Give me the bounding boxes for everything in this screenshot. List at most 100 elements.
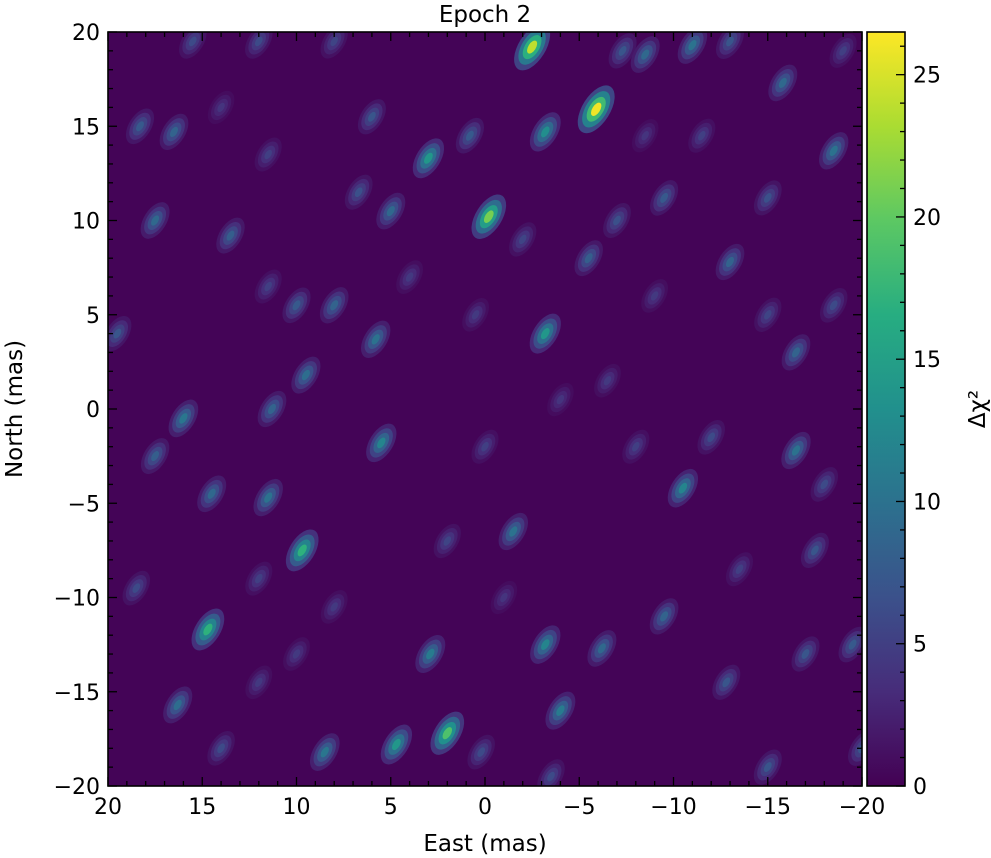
heatmap-peak [140,438,170,475]
heatmap-peak [168,399,199,438]
heatmap-peak-level [858,743,862,754]
x-tick-label: 5 [384,795,398,820]
heatmap-peak [319,287,349,324]
heatmap-peak [622,429,650,464]
x-tick-label: −20 [839,795,885,820]
x-tick-label: 0 [478,795,492,820]
heatmap-peak [753,180,782,216]
heatmap-peak [753,749,782,785]
heatmap-peak-level [330,36,338,47]
heatmap-peak [396,260,424,294]
heatmap-peak [677,32,708,64]
heatmap-peak [829,33,857,68]
heatmap-peak-level [509,526,518,537]
heatmap-peak-level [424,152,433,164]
heatmap-peak [630,36,660,73]
heatmap-peak-level [226,230,235,241]
heatmap-peak-level [591,102,602,116]
heatmap-peak [159,113,189,151]
heatmap-peak [791,636,820,672]
heatmap-peak-level [764,310,772,320]
heatmap-peak [603,202,631,239]
y-axis-label: North (mas) [2,340,28,478]
heatmap-peak-level [136,121,144,132]
heatmap-peak [471,194,507,239]
heatmap-peak-level [688,39,697,51]
colorbar-tick-label: 20 [913,206,941,231]
heatmap-peak-level [791,445,801,456]
heatmap-peak-level [597,643,606,654]
heatmap-peak-level [255,677,263,687]
heatmap-peak [594,363,621,398]
heatmap-peak-level [763,762,772,773]
heatmap-peak-level [500,592,508,603]
heatmap-peak [819,287,848,323]
heatmap-peak [712,664,741,700]
heatmap-peak-level [330,300,339,311]
colorbar-tick-label: 25 [913,64,941,89]
heatmap-peak-level [264,149,272,160]
heatmap-peak [530,625,561,664]
heatmap-peak-level [726,36,734,47]
heatmap-peak-level [707,432,716,443]
heatmap-peak [574,240,603,277]
y-tick-label: 20 [72,21,100,46]
x-tick-label: −10 [650,795,696,820]
heatmap-peak [283,637,310,671]
heatmap-peak [253,478,283,517]
heatmap-peak-level [541,126,550,138]
heatmap-peak-level [603,376,612,386]
heatmap-peak [467,734,495,770]
x-axis-label: East (mas) [423,831,546,857]
y-tick-label: 15 [72,115,100,140]
heatmap-peak-level [367,111,376,122]
heatmap-peak-level [641,49,650,60]
heatmap-peak-level [292,649,301,659]
heatmap-peak-level [584,253,593,264]
heatmap-peak-level [854,739,862,758]
heatmap-peak-level [698,130,706,141]
x-tick-label: −5 [563,795,595,820]
heatmap-peak [715,243,745,281]
heatmap-peak-level [801,649,810,659]
heatmap-peak [545,691,576,730]
heatmap-peak-level [264,492,273,503]
heatmap-peak-level [650,291,659,301]
heatmap-peak-level [518,234,527,245]
heatmap-peak-level [179,413,188,424]
heatmap-peak-level [725,256,735,268]
heatmap-peak [455,117,484,154]
heatmap-peak [433,523,461,559]
colorbar-tick-label: 15 [913,348,941,373]
heatmap-peak-level [203,623,213,636]
heatmap-peak-level [641,131,649,141]
heatmap-peak-level [763,193,772,203]
heatmap-peak [122,570,151,606]
heatmap-peak-level [660,192,669,203]
heatmap-peak [320,590,348,624]
heatmap-peak [688,118,716,153]
y-tick-label: −10 [54,587,100,612]
colorbar: 0 5 10 15 20 25 [866,31,941,800]
heatmap-peak-level [371,334,380,345]
heatmap-peak-level [405,272,414,282]
heatmap-peak [415,634,446,674]
heatmap-peak-level [483,210,494,223]
heatmap-peak [309,733,340,771]
heatmap-peak [163,686,193,724]
x-tick-label: 10 [283,795,311,820]
heatmap-background [108,32,862,786]
heatmap-peak-level [392,738,401,751]
heatmap-peak-level [541,639,550,650]
heatmap-peak [320,32,348,59]
heatmap-peak-level [169,126,179,138]
heatmap-peak-level [426,648,435,660]
heatmap-peak-level [442,727,453,740]
heatmap-peak [800,532,829,569]
heatmap-peak-level [443,536,452,546]
heatmap-peak-level [810,545,819,556]
heatmap-peak-level [722,677,731,688]
heatmap-peak-level [829,300,838,311]
heatmap-peak [245,665,273,700]
heatmap-peak [254,137,282,172]
